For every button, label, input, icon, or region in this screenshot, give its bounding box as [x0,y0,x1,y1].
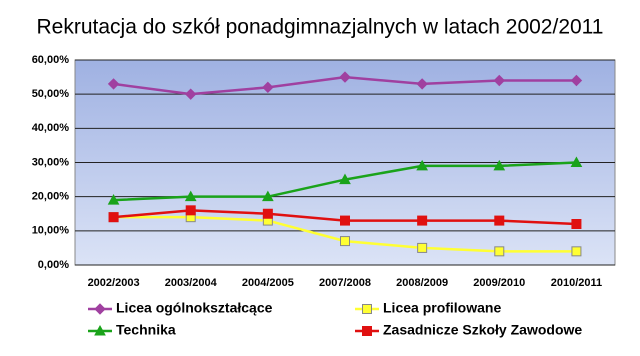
point [184,190,197,202]
point [493,159,506,171]
x-tick-label: 2002/2003 [88,277,140,289]
point [417,242,428,253]
point [262,190,274,202]
legend-marker [362,304,372,314]
point [416,159,428,171]
point [262,81,274,94]
legend-marker [362,326,372,336]
y-tick-label: 60,00% [32,54,70,66]
y-tick-label: 30,00% [32,156,70,168]
legend-label: Zasadnicze Szkoły Zawodowe [383,322,582,338]
chart-title: Rekrutacja do szkół ponadgimnazjalnych w… [37,16,604,39]
point [570,156,583,167]
legend-marker [94,303,106,315]
legend-label: Licea ogólnokształcące [116,300,273,316]
x-tick-label: 2009/2010 [473,277,525,289]
legend-label: Technika [116,322,176,338]
point [108,212,119,223]
point [262,208,273,219]
y-tick-label: 10,00% [32,225,70,237]
x-tick-label: 2010/2011 [551,277,602,289]
y-tick-label: 20,00% [32,191,70,203]
point [571,246,582,257]
point [494,215,505,226]
point [339,173,351,185]
point [570,74,583,87]
x-tick-label: 2004/2005 [242,277,294,289]
point [416,78,428,90]
x-tick-label: 2008/2009 [396,277,448,289]
legend-marker [94,324,106,336]
point [107,194,120,205]
point [340,215,350,226]
point [493,74,505,87]
point [185,205,196,216]
point [494,246,505,257]
x-tick-label: 2007/2008 [319,277,371,289]
x-tick-label: 2003/2004 [165,277,218,289]
legend-label: Licea profilowane [383,300,501,316]
y-tick-label: 0,00% [38,259,69,271]
point [107,78,120,90]
point [185,88,197,100]
point [339,71,351,83]
point [417,215,428,226]
y-tick-label: 40,00% [32,122,70,134]
y-tick-label: 50,00% [32,88,70,100]
point [340,236,350,247]
point [571,219,582,229]
